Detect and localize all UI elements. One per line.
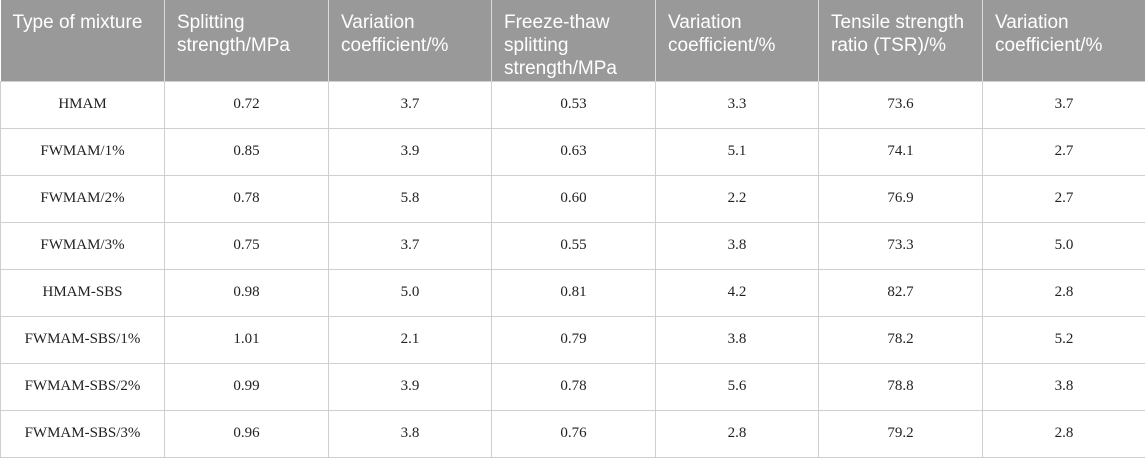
- cell-variation-coefficient-2: 5.6: [655, 362, 819, 411]
- cell-variation-coefficient-1: 3.7: [328, 80, 492, 129]
- header-variation-coefficient-1: Variation coefficient/%: [328, 0, 492, 81]
- cell-variation-coefficient-2: 3.8: [655, 315, 819, 364]
- cell-splitting-strength: 0.78: [164, 174, 329, 223]
- cell-variation-coefficient-1: 5.8: [328, 174, 492, 223]
- table-row: FWMAM/2% 0.78 5.8 0.60 2.2 76.9 2.7: [0, 174, 1145, 223]
- cell-splitting-strength: 1.01: [164, 315, 329, 364]
- cell-freeze-thaw-splitting-strength: 0.53: [491, 80, 656, 129]
- cell-variation-coefficient-3: 2.7: [982, 174, 1145, 223]
- cell-mixture-type: FWMAM/3%: [0, 221, 165, 270]
- cell-variation-coefficient-1: 3.7: [328, 221, 492, 270]
- cell-variation-coefficient-3: 2.8: [982, 409, 1145, 458]
- cell-variation-coefficient-3: 2.7: [982, 127, 1145, 176]
- cell-splitting-strength: 0.85: [164, 127, 329, 176]
- cell-mixture-type: HMAM: [0, 80, 165, 129]
- cell-tensile-strength-ratio: 78.8: [818, 362, 983, 411]
- header-mixture-type: Type of mixture: [0, 0, 165, 81]
- cell-mixture-type: FWMAM-SBS/1%: [0, 315, 165, 364]
- cell-tensile-strength-ratio: 82.7: [818, 268, 983, 317]
- cell-splitting-strength: 0.75: [164, 221, 329, 270]
- cell-variation-coefficient-2: 2.8: [655, 409, 819, 458]
- cell-freeze-thaw-splitting-strength: 0.76: [491, 409, 656, 458]
- cell-variation-coefficient-2: 3.8: [655, 221, 819, 270]
- cell-variation-coefficient-3: 2.8: [982, 268, 1145, 317]
- cell-mixture-type: FWMAM/2%: [0, 174, 165, 223]
- table-row: FWMAM-SBS/3% 0.96 3.8 0.76 2.8 79.2 2.8: [0, 409, 1145, 458]
- cell-freeze-thaw-splitting-strength: 0.81: [491, 268, 656, 317]
- cell-variation-coefficient-3: 5.0: [982, 221, 1145, 270]
- cell-splitting-strength: 0.72: [164, 80, 329, 129]
- table-row: FWMAM-SBS/1% 1.01 2.1 0.79 3.8 78.2 5.2: [0, 315, 1145, 364]
- table-row: FWMAM/1% 0.85 3.9 0.63 5.1 74.1 2.7: [0, 127, 1145, 176]
- cell-mixture-type: HMAM-SBS: [0, 268, 165, 317]
- header-tensile-strength-ratio: Tensile strength ratio (TSR)/%: [818, 0, 983, 81]
- cell-tensile-strength-ratio: 76.9: [818, 174, 983, 223]
- cell-tensile-strength-ratio: 73.6: [818, 80, 983, 129]
- cell-mixture-type: FWMAM-SBS/2%: [0, 362, 165, 411]
- cell-variation-coefficient-2: 4.2: [655, 268, 819, 317]
- header-variation-coefficient-2: Variation coefficient/%: [655, 0, 819, 81]
- table-row: FWMAM/3% 0.75 3.7 0.55 3.8 73.3 5.0: [0, 221, 1145, 270]
- cell-variation-coefficient-1: 5.0: [328, 268, 492, 317]
- cell-freeze-thaw-splitting-strength: 0.63: [491, 127, 656, 176]
- cell-splitting-strength: 0.99: [164, 362, 329, 411]
- table-row: HMAM 0.72 3.7 0.53 3.3 73.6 3.7: [0, 80, 1145, 129]
- cell-freeze-thaw-splitting-strength: 0.55: [491, 221, 656, 270]
- cell-variation-coefficient-1: 3.8: [328, 409, 492, 458]
- cell-splitting-strength: 0.96: [164, 409, 329, 458]
- header-row: Type of mixture Splitting strength/MPa V…: [0, 0, 1145, 81]
- cell-variation-coefficient-2: 2.2: [655, 174, 819, 223]
- header-freeze-thaw-splitting-strength: Freeze-thaw splitting strength/MPa: [491, 0, 656, 81]
- cell-tensile-strength-ratio: 79.2: [818, 409, 983, 458]
- cell-variation-coefficient-1: 3.9: [328, 127, 492, 176]
- cell-freeze-thaw-splitting-strength: 0.60: [491, 174, 656, 223]
- cell-tensile-strength-ratio: 78.2: [818, 315, 983, 364]
- table-row: HMAM-SBS 0.98 5.0 0.81 4.2 82.7 2.8: [0, 268, 1145, 317]
- cell-mixture-type: FWMAM/1%: [0, 127, 165, 176]
- cell-splitting-strength: 0.98: [164, 268, 329, 317]
- table-header: Type of mixture Splitting strength/MPa V…: [0, 0, 1145, 81]
- cell-variation-coefficient-1: 2.1: [328, 315, 492, 364]
- cell-mixture-type: FWMAM-SBS/3%: [0, 409, 165, 458]
- table-body: HMAM 0.72 3.7 0.53 3.3 73.6 3.7 FWMAM/1%…: [0, 80, 1145, 458]
- header-splitting-strength: Splitting strength/MPa: [164, 0, 329, 81]
- cell-variation-coefficient-3: 3.7: [982, 80, 1145, 129]
- cell-variation-coefficient-2: 3.3: [655, 80, 819, 129]
- cell-variation-coefficient-3: 5.2: [982, 315, 1145, 364]
- cell-tensile-strength-ratio: 74.1: [818, 127, 983, 176]
- cell-tensile-strength-ratio: 73.3: [818, 221, 983, 270]
- cell-freeze-thaw-splitting-strength: 0.78: [491, 362, 656, 411]
- header-variation-coefficient-3: Variation coefficient/%: [982, 0, 1145, 81]
- cell-freeze-thaw-splitting-strength: 0.79: [491, 315, 656, 364]
- table-row: FWMAM-SBS/2% 0.99 3.9 0.78 5.6 78.8 3.8: [0, 362, 1145, 411]
- cell-variation-coefficient-1: 3.9: [328, 362, 492, 411]
- cell-variation-coefficient-3: 3.8: [982, 362, 1145, 411]
- cell-variation-coefficient-2: 5.1: [655, 127, 819, 176]
